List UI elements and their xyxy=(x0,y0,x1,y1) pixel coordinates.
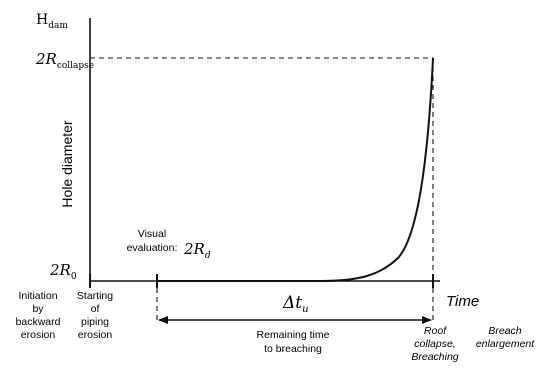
phase-roof-line: Breaching xyxy=(411,351,458,363)
phase-initiation-line: Initiation xyxy=(18,290,57,302)
phase-initiation-line: backward xyxy=(16,316,61,328)
phase-starting-line: Starting xyxy=(77,290,113,302)
y-axis-top-label: Hdam xyxy=(36,12,68,31)
x-axis-title: Time xyxy=(446,293,479,310)
phase-roof-collapse: Roof collapse, Breaching xyxy=(411,325,458,363)
delta-t-symbol: Δtu xyxy=(282,293,309,315)
visual-evaluation-symbol: 2Rd xyxy=(183,240,211,261)
y-label-collapse: 2Rcollapse xyxy=(35,50,94,71)
y-label-initial: 2R0 xyxy=(49,261,77,282)
phase-starting-line: piping xyxy=(81,316,109,328)
phase-roof-line: collapse, xyxy=(414,338,455,350)
phase-starting: Starting of piping erosion xyxy=(77,290,113,341)
visual-evaluation-label-line1: Visual xyxy=(138,228,166,240)
phase-initiation-line: erosion xyxy=(21,329,56,341)
phase-breach-line: enlargement xyxy=(476,338,535,350)
phase-roof-line: Roof xyxy=(424,325,447,337)
phase-initiation-line: by xyxy=(32,303,44,315)
phase-starting-line: erosion xyxy=(78,329,113,341)
visual-evaluation-label-line2: evaluation: xyxy=(127,242,178,254)
phase-starting-line: of xyxy=(91,303,100,315)
phase-breach-line: Breach xyxy=(488,325,521,337)
remaining-time-caption-line2: to breaching xyxy=(264,343,322,355)
hole-growth-curve xyxy=(157,57,434,282)
remaining-time-caption-line1: Remaining time xyxy=(257,329,330,341)
phase-initiation: Initiation by backward erosion xyxy=(16,290,61,341)
y-axis-title: Hole diameter xyxy=(59,120,75,207)
phase-breach-enlargement: Breach enlargement xyxy=(476,325,535,350)
